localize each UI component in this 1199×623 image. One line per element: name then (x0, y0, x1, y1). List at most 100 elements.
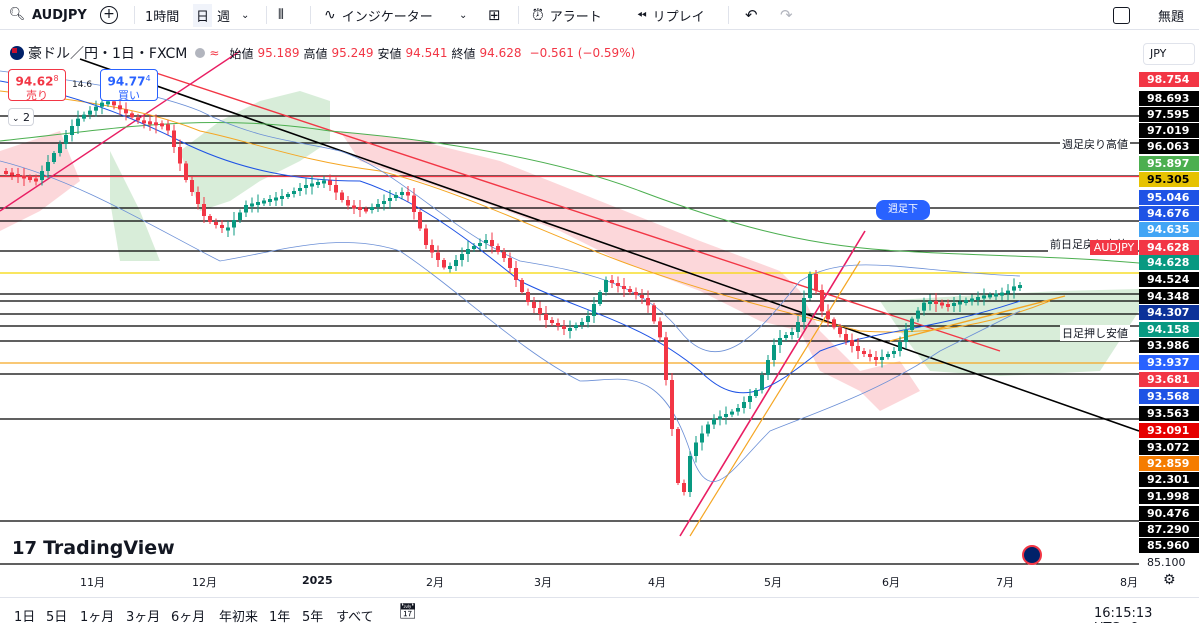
indicators-dropdown[interactable]: ⌄ (459, 0, 467, 30)
range-button[interactable]: 年初来 (219, 610, 259, 623)
candle-body (166, 124, 170, 131)
candle-body (226, 227, 230, 231)
candle-body (268, 199, 272, 202)
candle-body (46, 162, 50, 171)
candle-body (322, 180, 326, 184)
buy-button[interactable]: 94.774 買い (100, 69, 158, 102)
price-label: 95.897 (1139, 156, 1199, 171)
candle-body (184, 163, 188, 180)
time-label: 6月 (882, 576, 900, 589)
sell-button[interactable]: 94.628 売り (8, 69, 66, 102)
candle-body (124, 109, 128, 114)
candle-body (490, 240, 494, 246)
undo-button[interactable]: ↶ (745, 0, 758, 30)
symbol-tag: AUDJPY (1090, 240, 1138, 255)
collapse-indicators-button[interactable]: ⌄ 2 (8, 108, 34, 126)
candle-body (898, 342, 902, 351)
candle-body (502, 252, 506, 258)
chart-pane[interactable] (0, 31, 1139, 567)
range-button[interactable]: 1日 (14, 610, 36, 623)
divider (728, 6, 729, 24)
candle-body (328, 180, 332, 185)
candle-body (22, 175, 26, 179)
time-label: 5月 (764, 576, 782, 589)
candle-body (592, 304, 596, 316)
search-icon: 🔍︎ (8, 7, 26, 22)
range-button[interactable]: 5日 (46, 610, 68, 623)
candle-body (274, 197, 278, 201)
layout-name[interactable]: 無題 (1158, 0, 1184, 30)
market-status-icon (195, 48, 206, 58)
range-button[interactable]: 3ヶ月 (126, 610, 161, 623)
candle-body (628, 289, 632, 292)
redo-button[interactable]: ↷ (780, 0, 793, 30)
candle-body (976, 297, 980, 300)
clock-label[interactable]: 16:15:13 UTC+9 (1094, 606, 1153, 623)
alert-button[interactable]: ⏰︎ アラート (532, 0, 602, 30)
time-axis[interactable]: 11月 12月 2025 2月 3月 4月 5月 6月 7月 8月 ⚙ (0, 567, 1199, 593)
currency-selector[interactable]: JPY (1143, 43, 1195, 65)
chart-canvas[interactable] (0, 31, 1139, 567)
candle-body (766, 360, 770, 375)
date-range-icon[interactable]: 📅︎ (398, 602, 418, 620)
templates-button[interactable]: ⊞ (488, 0, 501, 30)
cloud-red (0, 131, 80, 231)
range-button[interactable]: 1年 (269, 610, 291, 623)
candle-body (94, 106, 98, 111)
price-label: 94.635 (1139, 222, 1199, 237)
currency-label: JPY (1150, 47, 1167, 60)
candle-body (970, 298, 974, 302)
time-label: 7月 (996, 576, 1014, 589)
symbol-search[interactable]: 🔍︎ AUDJPY (8, 0, 87, 30)
candle-body (676, 429, 680, 483)
indicators-button[interactable]: ∿ インジケーター (324, 0, 433, 30)
price-label: 94.628 (1139, 240, 1199, 255)
candle-body (358, 207, 362, 210)
candle-body (718, 416, 722, 420)
interval-day[interactable]: 日 (193, 0, 213, 30)
compare-button[interactable]: + (100, 0, 118, 30)
candle-body (694, 442, 698, 456)
candle-body (208, 216, 212, 222)
candle-body (334, 185, 338, 193)
sell-price: 94.62 (15, 74, 54, 89)
candle-body (190, 180, 194, 192)
range-button[interactable]: 1ヶ月 (80, 610, 115, 623)
daily-low-annotation[interactable]: 日足押し安値 (1060, 325, 1130, 341)
candle-body (514, 268, 518, 280)
candle-body (832, 319, 836, 328)
candle-body (934, 301, 938, 304)
candle-body (298, 188, 302, 191)
interval-week[interactable]: 週 (217, 0, 230, 30)
candle-body (154, 122, 158, 126)
candle-body (256, 202, 260, 205)
divider (134, 6, 135, 24)
weekly-down-callout[interactable]: 週足下 (876, 200, 930, 220)
candle-body (262, 200, 266, 204)
chart-type-button[interactable]: ⫴ (278, 0, 284, 30)
tv-logo-icon: 17 (12, 537, 38, 559)
interval-dropdown[interactable]: ⌄ (241, 0, 249, 30)
candle-body (910, 318, 914, 330)
cloud-green (110, 151, 160, 261)
candle-body (478, 243, 482, 246)
replay-button[interactable]: ⏪︎ リプレイ (637, 0, 705, 30)
candle-body (550, 320, 554, 323)
range-button[interactable]: 5年 (302, 610, 324, 623)
range-button[interactable]: 6ヶ月 (171, 610, 206, 623)
candle-body (616, 283, 620, 286)
price-label: 92.859 (1139, 456, 1199, 471)
cloud-green (180, 91, 330, 211)
price-label: 94.524 (1139, 272, 1199, 287)
candle-body (160, 123, 164, 127)
settings-gear-icon[interactable]: ⚙ (1163, 572, 1176, 588)
time-label: 4月 (648, 576, 666, 589)
au-flag-icon[interactable] (1022, 545, 1042, 565)
interval-1h[interactable]: 1時間 (145, 0, 179, 30)
candle-body (880, 357, 884, 360)
weekly-high-annotation[interactable]: 週足戻り高値 (1060, 136, 1130, 152)
fullscreen-button[interactable] (1113, 0, 1130, 30)
candle-body (232, 220, 236, 228)
range-button[interactable]: すべて (336, 610, 374, 623)
candle-body (64, 135, 68, 144)
